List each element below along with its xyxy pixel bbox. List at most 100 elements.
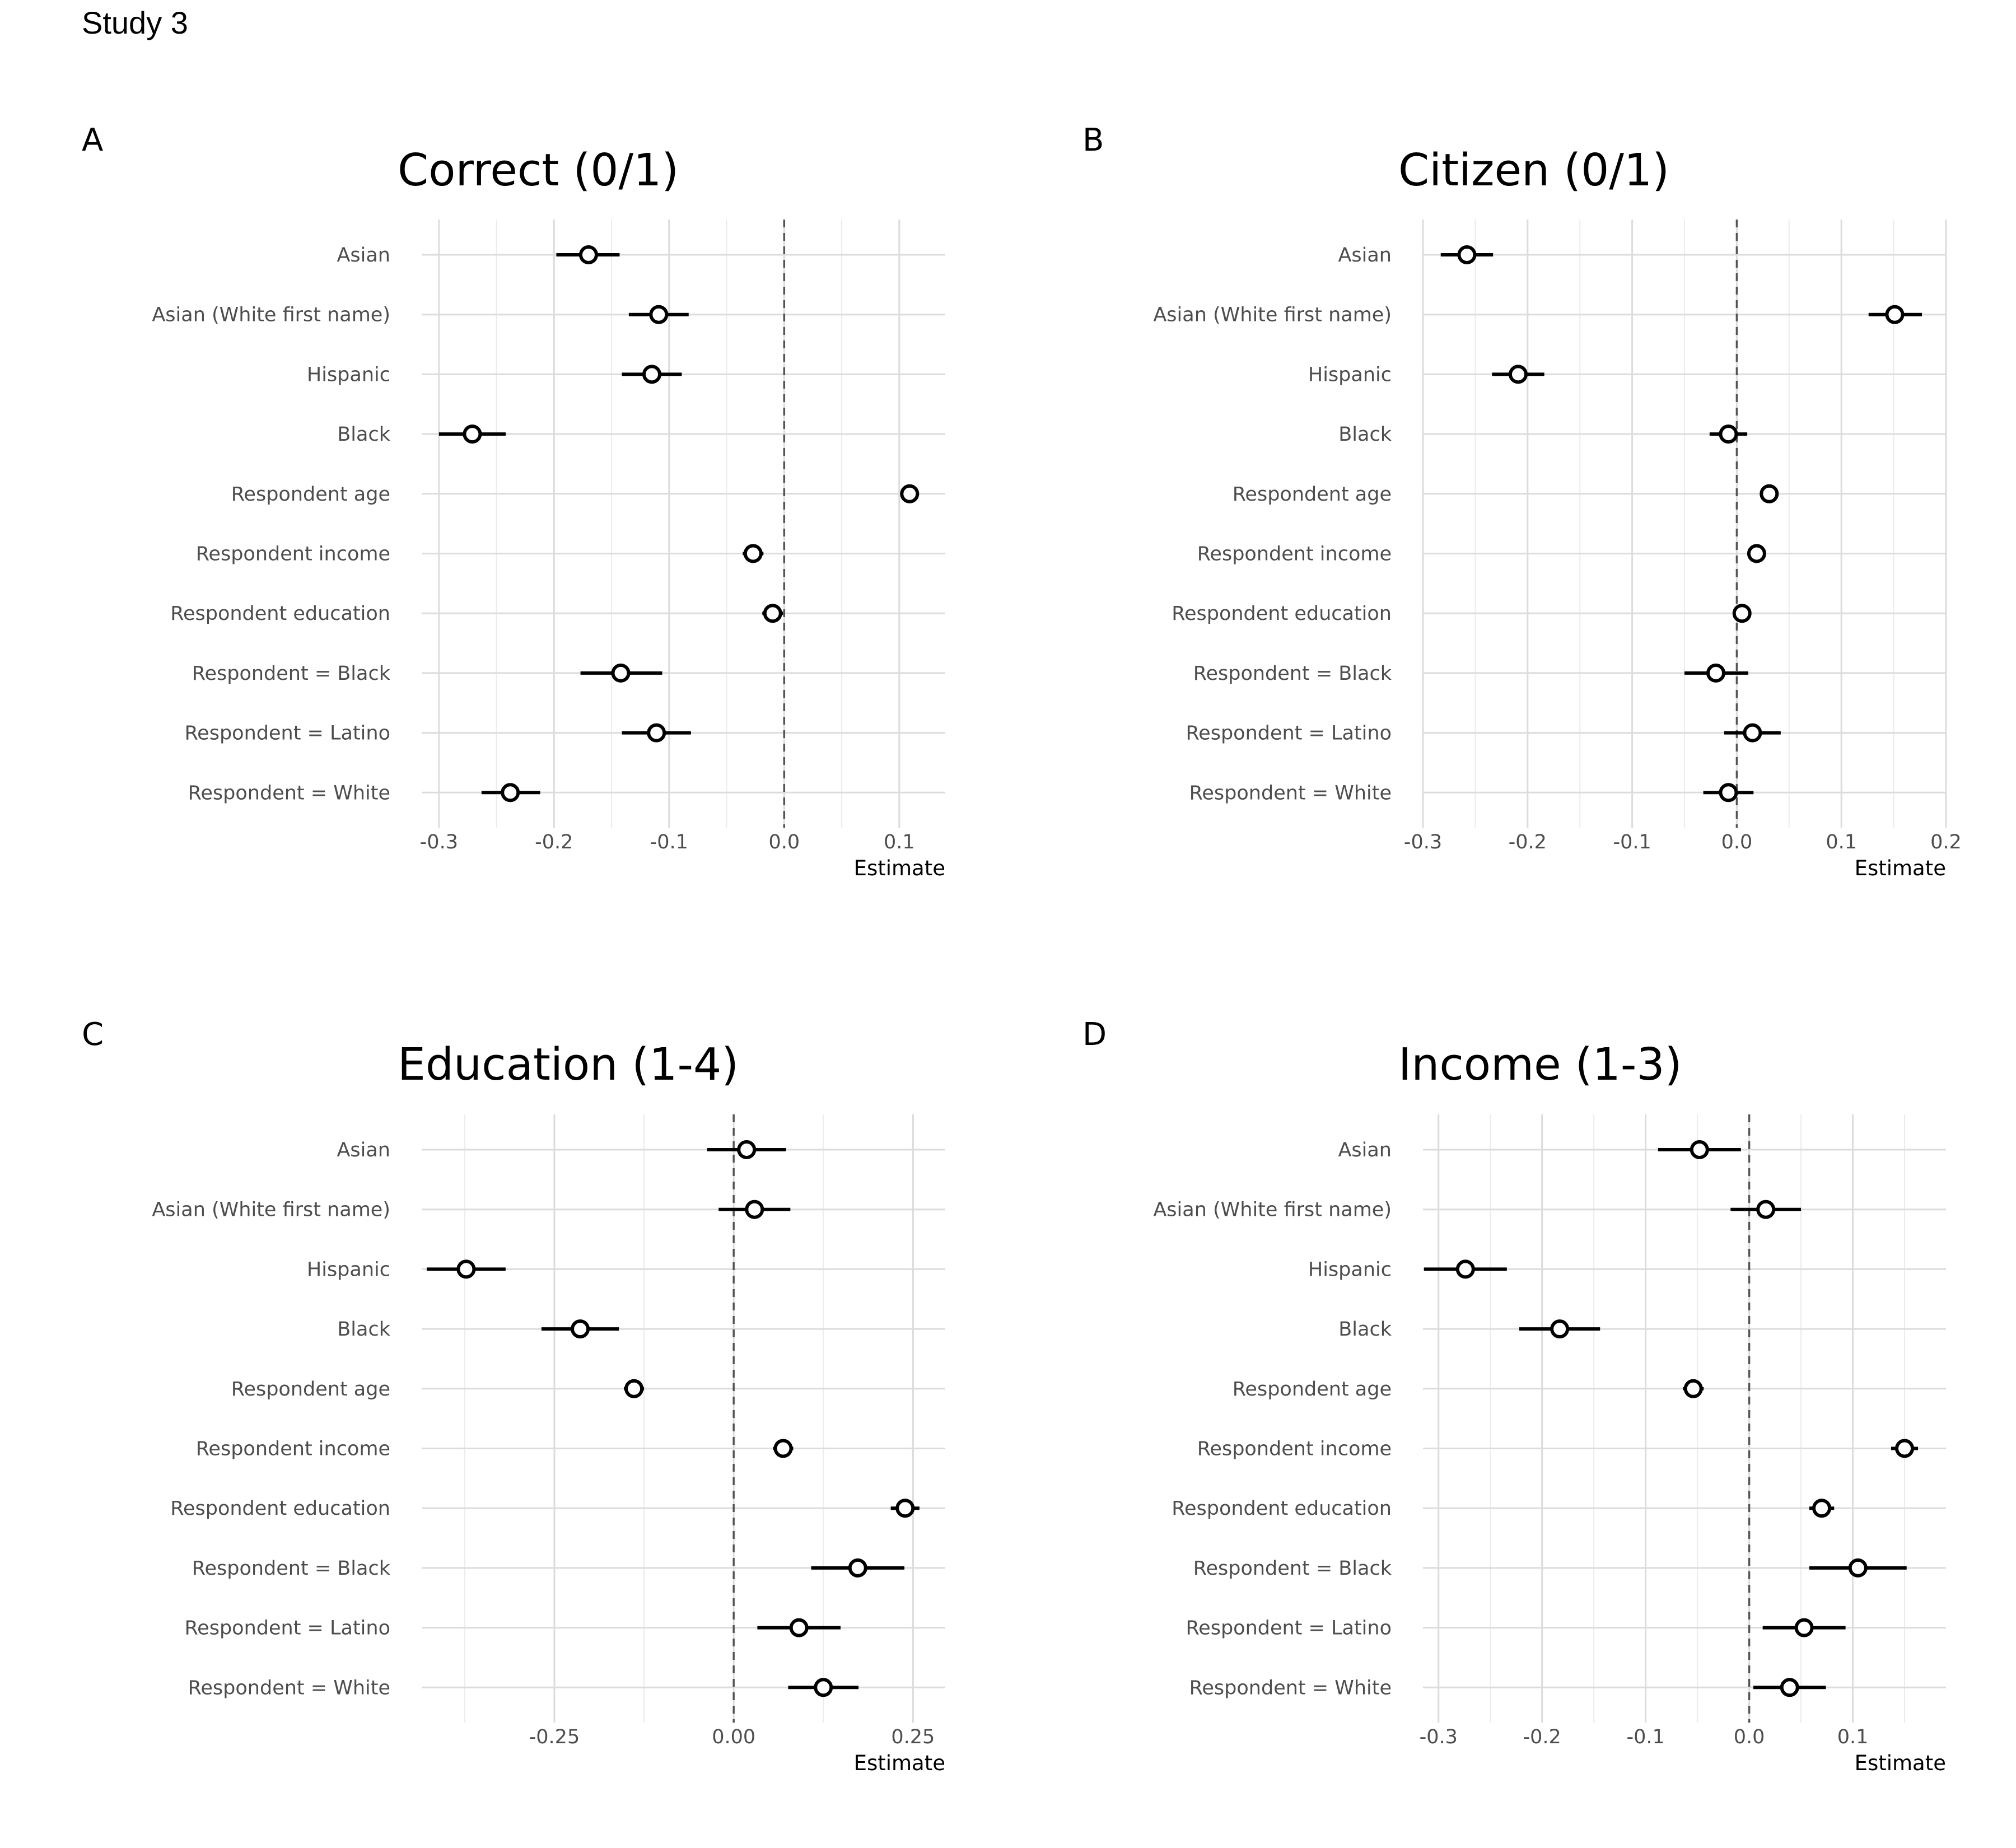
- panel-d-letter: D: [1082, 1016, 1107, 1053]
- panel-d-category-label: Black: [1338, 1318, 1392, 1341]
- panel-d-tick-label: -0.1: [1626, 1726, 1664, 1748]
- panel-a-estimate-point: [642, 365, 661, 384]
- panel-a-letter: A: [82, 122, 104, 158]
- panel-b-tick-label: -0.3: [1404, 831, 1442, 853]
- panel-c-tick-label: 0.25: [891, 1726, 935, 1748]
- panel-b-estimate-point: [1885, 305, 1905, 324]
- panel-d-category-label: Respondent education: [1172, 1497, 1392, 1520]
- panel-a-estimate-point: [611, 663, 631, 683]
- panel-b-title: Citizen (0/1): [1398, 144, 1670, 196]
- panel-a-tick-label: -0.3: [420, 831, 458, 853]
- panel-b-letter: B: [1082, 122, 1104, 158]
- panel-c-estimate-point: [456, 1259, 476, 1279]
- panel-b-estimate-point: [1743, 723, 1762, 743]
- panel-c-estimate-point: [814, 1678, 833, 1697]
- panel-a-category-label: Hispanic: [307, 363, 390, 386]
- panel-b-category-label: Asian: [1338, 244, 1392, 267]
- panel-a-estimate-point: [647, 723, 666, 743]
- panel-a-tick-label: -0.1: [650, 831, 688, 853]
- panel-c-tick-label: -0.25: [529, 1726, 580, 1748]
- panel-b-category-label: Respondent education: [1172, 603, 1392, 625]
- panel-b-tick-label: 0.0: [1721, 831, 1753, 853]
- panel-a-tick-label: 0.1: [884, 831, 915, 853]
- panel-a-estimate-point: [501, 783, 520, 802]
- panel-c-category-label: Asian (White first name): [152, 1199, 390, 1221]
- panel-a-category-label: Respondent = Latino: [184, 722, 390, 745]
- panel-a-category-label: Respondent age: [231, 483, 390, 506]
- panel-a-category-label: Asian: [337, 244, 390, 267]
- panel-c-category-label: Asian: [337, 1139, 390, 1161]
- panel-b-estimate-point: [1508, 365, 1528, 384]
- panel-b-category-label: Hispanic: [1308, 363, 1392, 386]
- panel-b-estimate-point: [1457, 245, 1477, 264]
- panel-d-tick-label: -0.2: [1523, 1726, 1561, 1748]
- panel-b-category-label: Respondent = Latino: [1186, 722, 1392, 745]
- panel-c-x-axis-label: Estimate: [854, 1751, 945, 1775]
- panel-c-estimate-point: [571, 1319, 590, 1339]
- panel-b-category-label: Respondent = White: [1189, 782, 1392, 804]
- panel-d-category-label: Asian (White first name): [1153, 1199, 1392, 1221]
- panel-c-estimate-point: [737, 1140, 757, 1159]
- panel-a-tick-label: 0.0: [768, 831, 800, 853]
- panel-d-estimate-point: [1550, 1319, 1570, 1339]
- panel-d-category-label: Asian: [1338, 1139, 1392, 1161]
- panel-b-estimate-point: [1732, 604, 1752, 623]
- panel-c-category-label: Respondent = White: [188, 1677, 390, 1699]
- panel-b-category-label: Respondent age: [1233, 483, 1392, 506]
- panel-d-tick-label: -0.3: [1420, 1726, 1458, 1748]
- panel-c-tick-label: 0.00: [712, 1726, 755, 1748]
- panel-c-letter: C: [82, 1016, 104, 1053]
- panel-b-estimate-point: [1706, 663, 1726, 683]
- panel-a-estimate-point: [578, 245, 598, 264]
- panel-a-category-label: Respondent education: [170, 603, 390, 625]
- panel-c-title: Education (1-4): [398, 1039, 739, 1090]
- panel-a-estimate-point: [463, 424, 482, 444]
- panel-b-tick-label: 0.2: [1930, 831, 1962, 853]
- panel-b-estimate-point: [1747, 544, 1766, 563]
- panel-d-category-label: Hispanic: [1308, 1258, 1392, 1281]
- panel-d-estimate-point: [1794, 1618, 1814, 1637]
- panel-b-tick-label: -0.1: [1613, 831, 1651, 853]
- panel-d-tick-label: 0.0: [1734, 1726, 1765, 1748]
- panel-a-category-label: Respondent = White: [188, 782, 390, 804]
- panel-a-estimate-point: [900, 484, 920, 503]
- panel-a-x-axis-label: Estimate: [854, 856, 945, 880]
- panel-b-category-label: Respondent income: [1197, 543, 1392, 566]
- panel-d-estimate-point: [1895, 1439, 1915, 1458]
- panel-b-estimate-point: [1719, 424, 1738, 444]
- panel-d-tick-label: 0.1: [1837, 1726, 1869, 1748]
- panel-d-estimate-point: [1812, 1499, 1832, 1518]
- panel-d-estimate-point: [1848, 1558, 1868, 1578]
- panel-b-category-label: Respondent = Black: [1193, 662, 1392, 685]
- panel-d-estimate-point: [1683, 1379, 1703, 1398]
- panel-c-estimate-point: [895, 1499, 915, 1518]
- panel-c-category-label: Black: [337, 1318, 390, 1341]
- panel-b-category-label: Black: [1338, 423, 1392, 446]
- panel-c-estimate-point: [745, 1200, 764, 1219]
- panel-c-category-label: Respondent income: [196, 1438, 390, 1460]
- panel-c-category-label: Hispanic: [307, 1258, 390, 1281]
- panel-a-estimate-point: [743, 544, 763, 563]
- panel-d-category-label: Respondent = Latino: [1186, 1617, 1392, 1640]
- panel-b-tick-label: -0.2: [1509, 831, 1547, 853]
- panel-c-category-label: Respondent age: [231, 1378, 390, 1401]
- panel-b-estimate-point: [1719, 783, 1738, 802]
- panel-b-estimate-point: [1760, 484, 1779, 503]
- panel-d-estimate-point: [1780, 1678, 1799, 1697]
- panel-c-category-label: Respondent education: [170, 1497, 390, 1520]
- panel-a-tick-label: -0.2: [535, 831, 573, 853]
- panel-b-tick-label: 0.1: [1826, 831, 1857, 853]
- panel-d-estimate-point: [1690, 1140, 1709, 1159]
- study-title: Study 3: [82, 5, 188, 40]
- panel-a-category-label: Respondent income: [196, 543, 390, 566]
- panel-a-title: Correct (0/1): [398, 144, 679, 196]
- panel-c-estimate-point: [848, 1558, 867, 1578]
- panel-a-estimate-point: [649, 305, 669, 324]
- panel-d-title: Income (1-3): [1398, 1039, 1682, 1090]
- panel-b-x-axis-label: Estimate: [1855, 856, 1946, 880]
- panel-d-x-axis-label: Estimate: [1855, 1751, 1946, 1775]
- panel-c-estimate-point: [773, 1439, 793, 1458]
- panel-d-category-label: Respondent = White: [1189, 1677, 1392, 1699]
- panel-c-estimate-point: [789, 1618, 809, 1637]
